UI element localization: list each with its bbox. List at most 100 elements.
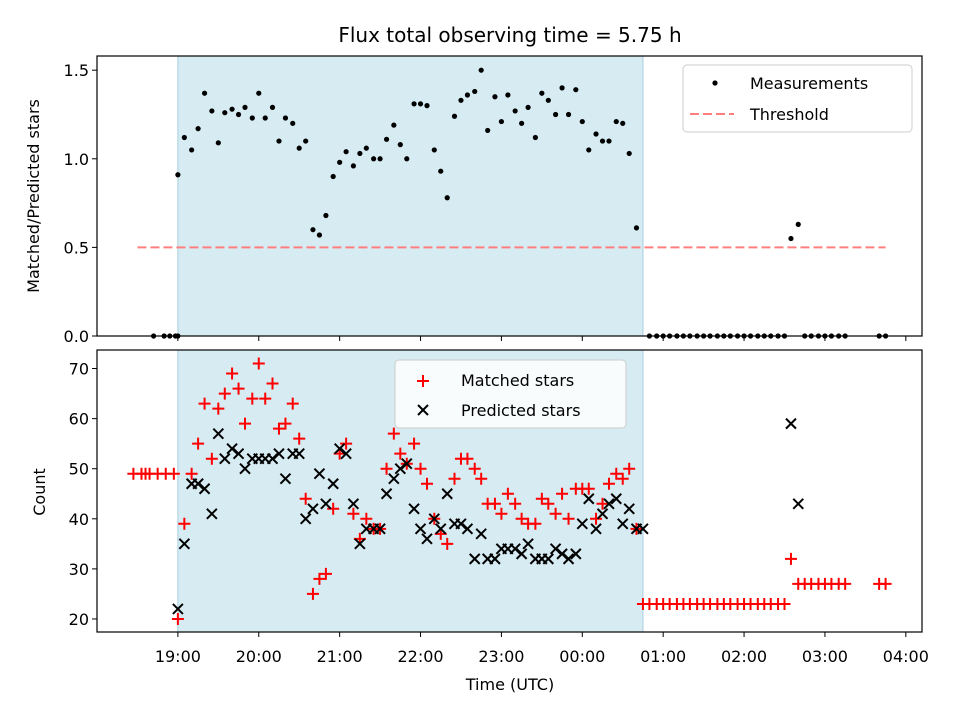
measurement-point (323, 212, 329, 219)
predicted-star-marker (320, 498, 332, 510)
measurement-point (478, 67, 484, 73)
bottom-y-tick-label: 30 (69, 560, 89, 579)
predicted-star-marker (576, 518, 589, 530)
matched-star-marker (549, 507, 562, 520)
bottom-axes-frame (96, 349, 923, 633)
predicted-star-marker (792, 498, 804, 510)
predicted-star-marker (583, 493, 595, 505)
matched-star-marker (252, 357, 265, 370)
matched-star-marker (616, 472, 629, 485)
legend-label-measurements: Measurements (750, 74, 868, 93)
measurement-point (303, 138, 309, 144)
measurement-point (519, 120, 525, 126)
measurement-point (330, 173, 336, 180)
matched-star-marker (839, 577, 852, 590)
matched-star-marker (529, 517, 542, 530)
legend-label-threshold: Threshold (749, 105, 829, 124)
predicted-star-marker (313, 468, 326, 480)
measurement-point (195, 126, 201, 132)
measurement-point (222, 110, 228, 116)
top-observing-window (177, 55, 644, 337)
measurement-point (438, 168, 444, 174)
matched-star-marker (218, 387, 231, 400)
predicted-star-marker (590, 523, 602, 535)
measurement-point (472, 88, 478, 95)
predicted-star-marker (570, 548, 582, 560)
matched-star-marker (286, 397, 299, 410)
matched-star-marker (319, 567, 332, 580)
measurement-point (357, 150, 363, 157)
top-y-tick-label: 0.5 (64, 238, 89, 257)
matched-star-marker (212, 402, 225, 415)
bottom-legend-box (394, 359, 627, 429)
measurement-point (505, 92, 511, 98)
matched-star-marker (562, 512, 575, 525)
matched-star-marker (266, 377, 279, 390)
measurement-point (316, 232, 323, 238)
legend-plus-icon (417, 375, 429, 387)
measurement-point (290, 120, 296, 126)
measurement-point (593, 131, 599, 137)
bottom-x-ticks: 19:00 20:00 21:00 22:00 23:00 00:00 01:00 02:00… (155, 632, 929, 666)
measurement-point (343, 149, 349, 155)
measurement-point (795, 221, 801, 227)
measurement-point (620, 120, 626, 126)
measurement-point (229, 106, 235, 112)
matched-star-marker (448, 472, 461, 485)
matched-star-marker (468, 462, 481, 475)
matched-star-marker (306, 587, 319, 600)
legend-dot-icon (712, 80, 718, 86)
predicted-star-marker (408, 503, 420, 515)
bottom-y-axis-label: Count (30, 468, 49, 516)
top-y-tick-label: 1.5 (64, 61, 89, 80)
measurement-point (633, 225, 640, 231)
matched-star-marker (313, 572, 326, 585)
matched-star-marker (501, 487, 514, 500)
matched-star-marker (226, 367, 239, 380)
predicted-star-marker (232, 447, 245, 460)
measurement-point (397, 142, 403, 148)
predicted-star-marker (489, 553, 501, 565)
predicted-star-marker (522, 538, 534, 550)
measurement-point (485, 127, 491, 134)
measurement-point (269, 104, 276, 110)
matched-star-marker (192, 437, 205, 450)
predicted-star-marker (273, 447, 285, 460)
matched-star-marker (475, 472, 488, 485)
predicted-star-marker (441, 488, 453, 500)
measurement-point (586, 147, 592, 153)
predicted-star-marker (428, 513, 440, 525)
matched-star-marker (488, 497, 501, 510)
top-panel: 0.0 0.5 1.0 1.5 Matched/Predicted stars Mea… (24, 55, 923, 346)
predicted-star-marker (610, 493, 622, 505)
measurement-point (579, 118, 585, 125)
predicted-star-marker (206, 508, 218, 520)
measurement-point (559, 85, 565, 91)
matched-star-marker (340, 437, 353, 450)
measurement-point (249, 115, 255, 121)
predicted-star-marker (549, 543, 562, 555)
legend-label-matched: Matched stars (461, 371, 574, 390)
top-axes-frame (96, 55, 923, 337)
bottom-x-tick-label: 03:00 (802, 647, 848, 666)
measurement-point (512, 108, 518, 114)
measurement-point (599, 138, 606, 144)
measurement-point (363, 145, 369, 151)
matched-star-marker (246, 392, 259, 405)
measurement-point (337, 159, 343, 165)
measurement-point (444, 195, 450, 201)
matched-star-markers (127, 357, 892, 625)
measurement-point (215, 140, 221, 146)
matched-star-marker (239, 417, 252, 430)
predicted-star-marker (226, 442, 238, 455)
measurement-point (424, 103, 430, 109)
matched-star-marker (542, 497, 555, 510)
bottom-y-tick-label: 20 (69, 610, 89, 629)
predicted-star-marker (637, 523, 649, 535)
measurement-point (175, 172, 181, 178)
predicted-star-marker (475, 528, 487, 540)
predicted-star-marker (293, 447, 305, 460)
measurement-point (788, 235, 794, 242)
measurement-point (606, 138, 612, 144)
predicted-star-marker (327, 478, 339, 490)
